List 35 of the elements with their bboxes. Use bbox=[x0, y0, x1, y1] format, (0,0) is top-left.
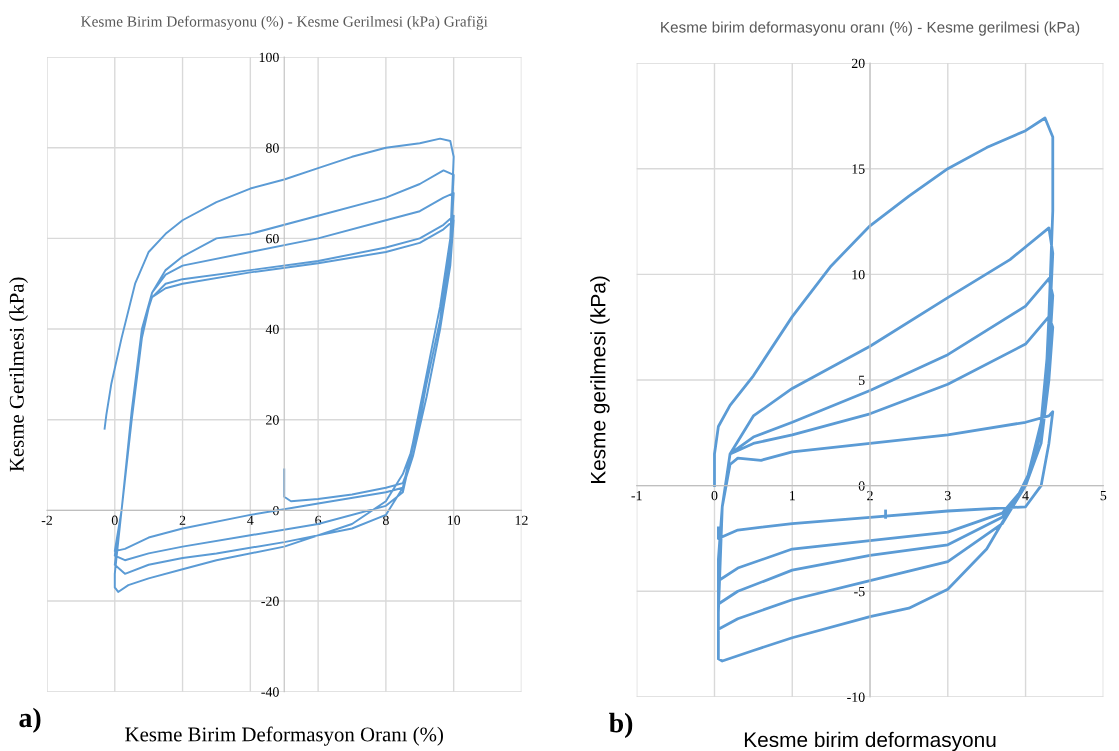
y-axis-title: Kesme Gerilmesi (kPa) bbox=[9, 277, 29, 472]
y-tick-label: 20 bbox=[266, 415, 279, 425]
y-tick-label: -5 bbox=[854, 587, 865, 597]
chart-title: Kesme birim deformasyonu oranı (%) - Kesme gerilmesi (kPa) bbox=[661, 21, 1080, 36]
x-axis-title: Kesme birim deformasyonu bbox=[744, 731, 996, 751]
text: b) bbox=[609, 712, 633, 739]
x-tick-label: 1 bbox=[790, 490, 795, 501]
x-tick-label: 5 bbox=[1100, 491, 1107, 501]
x-tick-label: 10 bbox=[447, 515, 461, 525]
y-tick-label: -40 bbox=[261, 687, 279, 697]
x-tick-label: 4 bbox=[1022, 491, 1029, 501]
y-tick-label: 60 bbox=[266, 233, 279, 244]
y-tick-label: 100 bbox=[259, 52, 279, 63]
x-tick-label: 3 bbox=[944, 490, 951, 501]
x-tick-label: 0 bbox=[711, 490, 718, 501]
x-axis-title: Kesme Birim Deformasyon Oranı (%) bbox=[125, 726, 443, 746]
x-tick-label: 0 bbox=[111, 515, 118, 525]
y-tick-label: 40 bbox=[265, 324, 279, 334]
y-tick-label: -20 bbox=[261, 596, 279, 606]
y-tick-label: 15 bbox=[852, 164, 865, 174]
x-tick-label: 4 bbox=[247, 515, 254, 525]
x-tick-label: -1 bbox=[631, 490, 642, 501]
text: a) bbox=[19, 707, 41, 733]
x-tick-label: 2 bbox=[867, 490, 873, 501]
y-tick-label: 80 bbox=[266, 143, 279, 153]
y-tick-label: 10 bbox=[852, 269, 865, 280]
y-tick-label: 5 bbox=[859, 375, 865, 385]
x-tick-label: 12 bbox=[515, 515, 528, 525]
y-tick-label: 20 bbox=[851, 58, 865, 69]
x-tick-label: -2 bbox=[41, 515, 53, 525]
chart-title: Kesme Birim Deformasyonu (%) - Kesme Gerilmesi (kPa) Grafiği bbox=[81, 15, 488, 30]
y-tick-label: -10 bbox=[847, 692, 865, 702]
x-tick-label: 8 bbox=[382, 515, 389, 525]
x-tick-label: 2 bbox=[179, 515, 186, 525]
y-axis-title: Kesme gerilmesi (kPa) bbox=[590, 276, 610, 484]
